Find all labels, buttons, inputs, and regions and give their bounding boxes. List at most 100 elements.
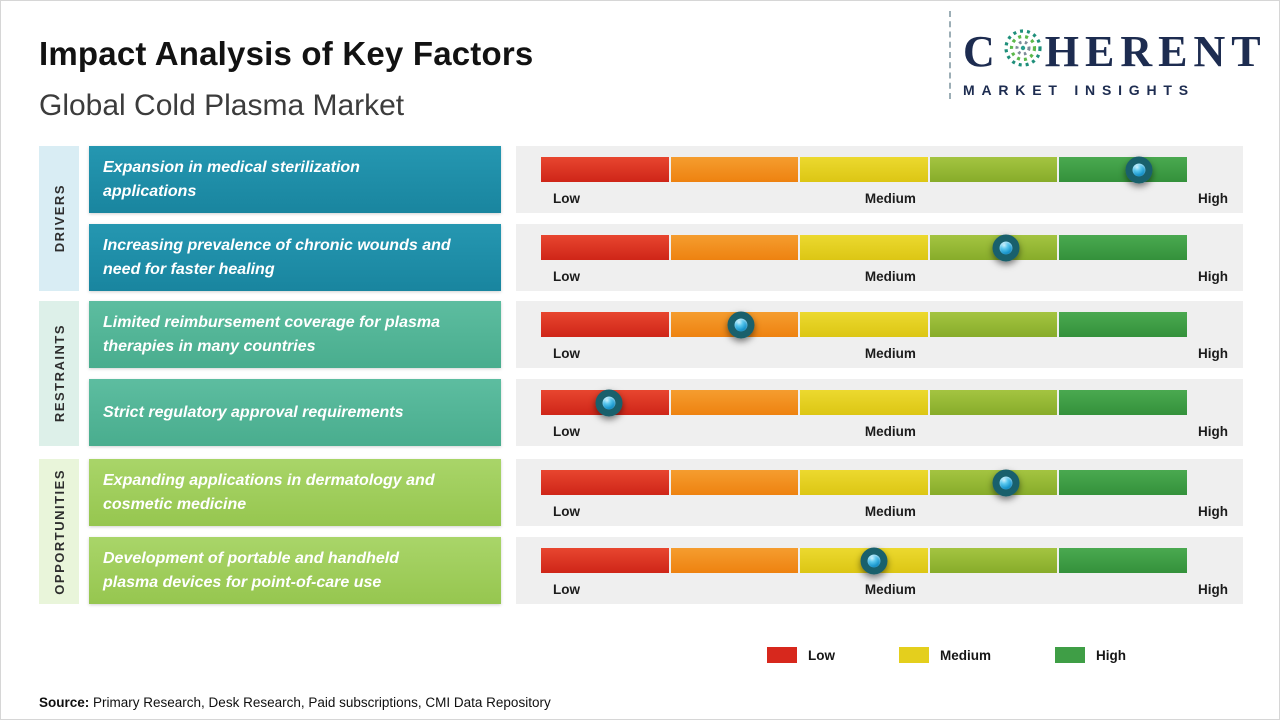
- impact-bar-segment-red: [541, 470, 669, 495]
- scale-label-high: High: [1198, 582, 1228, 597]
- impact-bar-segment-yellow: [800, 390, 928, 415]
- factor-text: Development of portable and handheld pla…: [103, 549, 400, 591]
- impact-slider-knob[interactable]: [992, 234, 1020, 261]
- legend-item-low: Low: [767, 647, 835, 663]
- impact-slider-knob[interactable]: [860, 547, 888, 574]
- impact-slider-knob[interactable]: [1125, 156, 1153, 183]
- factor-box: Limited reimbursement coverage for plasm…: [89, 301, 501, 368]
- scale-label-high: High: [1198, 346, 1228, 361]
- impact-bar-segment-green: [1059, 548, 1187, 573]
- impact-track: Low Medium High: [516, 537, 1243, 604]
- factor-box: Strict regulatory approval requirements: [89, 379, 501, 446]
- impact-bar-segment-yellow: [800, 235, 928, 260]
- impact-bar-segment-orange: [670, 548, 799, 573]
- factor-text: Expanding applications in dermatology an…: [103, 471, 435, 513]
- brand-name: C HERENT: [963, 27, 1263, 77]
- legend-item-high: High: [1055, 647, 1126, 663]
- factor-text: Strict regulatory approval requirements: [103, 403, 404, 421]
- impact-bar-segment-red: [541, 548, 669, 573]
- impact-bar-segment-green: [1059, 157, 1187, 182]
- impact-bar-segment-orange: [670, 390, 799, 415]
- impact-bar: [541, 234, 1187, 261]
- impact-bar-segment-red: [541, 157, 669, 182]
- legend-label-high: High: [1096, 647, 1127, 663]
- impact-bar-segment-orange: [670, 235, 799, 260]
- impact-slider-knob[interactable]: [595, 389, 623, 416]
- page-subtitle: Global Cold Plasma Market: [39, 89, 405, 122]
- legend-swatch-medium: [899, 647, 929, 663]
- category-label-text: RESTRAINTS: [51, 324, 67, 423]
- scale-label-low: Low: [553, 346, 580, 361]
- category-label-drivers: DRIVERS: [39, 146, 79, 291]
- impact-bar-segment-yellow: [800, 312, 928, 337]
- impact-bar-segment-green: [1059, 312, 1187, 337]
- factor-box: Expansion in medical sterilization appli…: [89, 146, 501, 213]
- impact-track: Low Medium High: [516, 379, 1243, 446]
- scale-label-high: High: [1198, 424, 1228, 439]
- scale-label-medium: Medium: [864, 424, 916, 439]
- category-label-text: DRIVERS: [51, 184, 67, 253]
- impact-bar-segment-green: [1059, 390, 1187, 415]
- source-text: Primary Research, Desk Research, Paid su…: [93, 695, 551, 710]
- scale-label-medium: Medium: [864, 504, 916, 519]
- legend-item-medium: Medium: [899, 647, 991, 663]
- impact-bar: [541, 469, 1187, 496]
- legend-label-low: Low: [808, 647, 835, 663]
- impact-bar: [541, 156, 1187, 183]
- category-label-opportunities: OPPORTUNITIES: [39, 459, 79, 604]
- scale-label-low: Low: [553, 504, 580, 519]
- impact-track: Low Medium High: [516, 224, 1243, 291]
- brand-logo: C HERENT MARKET INSIGHTS: [963, 27, 1263, 98]
- impact-bar: [541, 389, 1187, 416]
- scale-label-medium: Medium: [864, 346, 916, 361]
- impact-track: Low Medium High: [516, 146, 1243, 213]
- category-label-restraints: RESTRAINTS: [39, 301, 79, 446]
- scale-label-high: High: [1198, 191, 1228, 206]
- brand-name-end: HERENT: [1044, 27, 1267, 76]
- impact-bar: [541, 311, 1187, 338]
- scale-label-high: High: [1198, 269, 1228, 284]
- impact-slider-knob[interactable]: [992, 469, 1020, 496]
- impact-bar-segment-orange: [670, 157, 799, 182]
- legend-label-medium: Medium: [940, 647, 992, 663]
- scale-label-low: Low: [553, 582, 580, 597]
- source-note: Source: Primary Research, Desk Research,…: [39, 695, 551, 710]
- scale-label-medium: Medium: [864, 191, 916, 206]
- factor-text: Increasing prevalence of chronic wounds …: [103, 236, 451, 278]
- impact-bar-segment-yellow: [800, 470, 928, 495]
- factor-box: Development of portable and handheld pla…: [89, 537, 501, 604]
- factor-text: Expansion in medical sterilization appli…: [103, 158, 360, 200]
- impact-bar-segment-green: [1059, 235, 1187, 260]
- header-divider: [949, 11, 951, 99]
- factor-box: Expanding applications in dermatology an…: [89, 459, 501, 526]
- scale-label-low: Low: [553, 424, 580, 439]
- impact-bar: [541, 547, 1187, 574]
- impact-bar-segment-orange: [670, 470, 799, 495]
- brand-name-start: C: [963, 27, 1001, 76]
- dotted-globe-icon: [1002, 27, 1044, 77]
- impact-bar-segment-red: [541, 312, 669, 337]
- impact-bar-segment-yellowgreen: [929, 390, 1058, 415]
- brand-tagline: MARKET INSIGHTS: [963, 82, 1195, 98]
- impact-bar-segment-yellowgreen: [929, 548, 1058, 573]
- legend-swatch-high: [1055, 647, 1086, 663]
- page-title: Impact Analysis of Key Factors: [39, 35, 534, 72]
- legend: Low Medium High: [767, 647, 1126, 663]
- scale-label-medium: Medium: [864, 269, 916, 284]
- category-label-text: OPPORTUNITIES: [51, 468, 67, 595]
- impact-bar-segment-red: [541, 235, 669, 260]
- impact-track: Low Medium High: [516, 459, 1243, 526]
- scale-label-low: Low: [553, 191, 580, 206]
- scale-label-medium: Medium: [864, 582, 916, 597]
- scale-label-low: Low: [553, 269, 580, 284]
- scale-label-high: High: [1198, 504, 1228, 519]
- impact-slider-knob[interactable]: [727, 311, 755, 338]
- impact-track: Low Medium High: [516, 301, 1243, 368]
- impact-bar-segment-green: [1059, 470, 1187, 495]
- factor-text: Limited reimbursement coverage for plasm…: [103, 313, 440, 355]
- impact-bar-segment-yellowgreen: [929, 157, 1058, 182]
- legend-swatch-low: [767, 647, 797, 663]
- impact-bar-segment-yellowgreen: [929, 312, 1058, 337]
- source-prefix: Source:: [39, 695, 90, 710]
